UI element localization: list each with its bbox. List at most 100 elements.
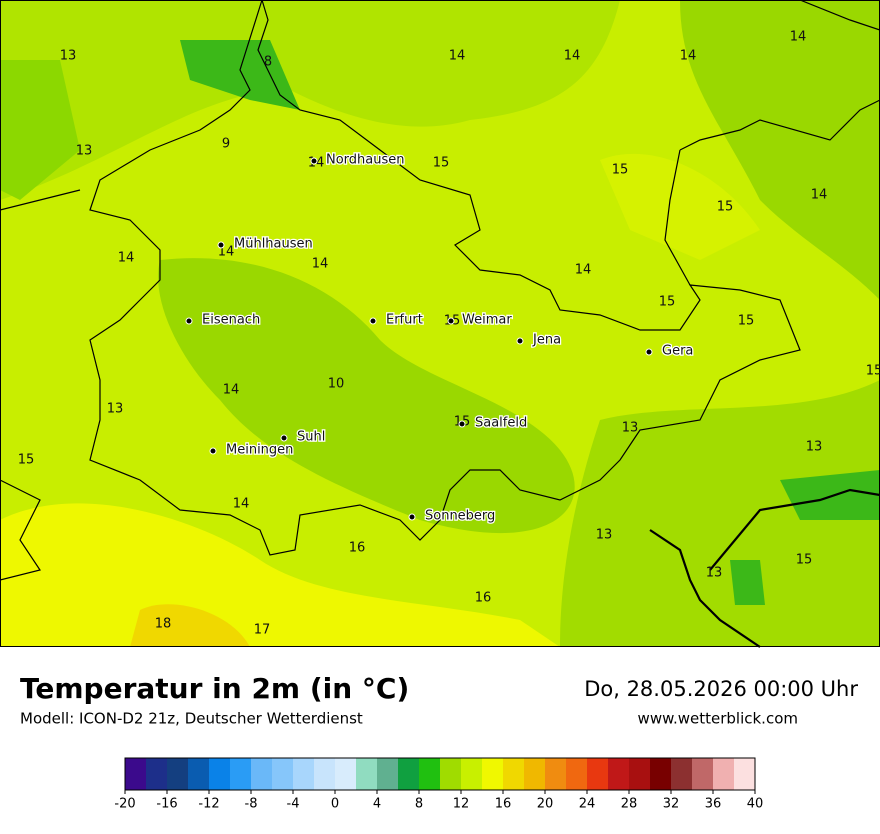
color-box bbox=[293, 758, 315, 790]
map-value: 9 bbox=[222, 137, 230, 152]
city-dot bbox=[447, 317, 455, 325]
tick-label: -20 bbox=[114, 797, 135, 812]
state-border bbox=[0, 479, 41, 581]
color-box bbox=[251, 758, 273, 790]
tick-label: 0 bbox=[331, 797, 339, 812]
map-value: 15 bbox=[717, 200, 734, 215]
map-value: 13 bbox=[107, 402, 124, 417]
terrain bbox=[130, 604, 250, 647]
terrain bbox=[158, 258, 575, 534]
color-box bbox=[335, 758, 357, 790]
colorbar: -20 -16 -12 -8 -4 0 4 8 12 16 20 24 28 32 36 40 bbox=[114, 757, 764, 812]
color-box bbox=[524, 758, 546, 790]
color-box bbox=[566, 758, 588, 790]
color-box bbox=[314, 758, 336, 790]
color-box bbox=[419, 758, 441, 790]
map-value: 15 bbox=[612, 163, 629, 178]
city-dot bbox=[185, 317, 193, 325]
title: Temperatur in 2m (in °C) bbox=[20, 672, 409, 705]
color-box bbox=[209, 758, 231, 790]
color-box bbox=[587, 758, 609, 790]
city-label: Saalfeld bbox=[475, 416, 527, 431]
city-dot bbox=[217, 241, 225, 249]
map-value: 14 bbox=[575, 263, 592, 278]
color-box bbox=[503, 758, 525, 790]
map-value: 15 bbox=[738, 314, 755, 329]
tick-label: 16 bbox=[495, 797, 512, 812]
color-box bbox=[356, 758, 378, 790]
tick-label: 28 bbox=[621, 797, 638, 812]
color-box bbox=[188, 758, 210, 790]
state-border bbox=[799, 0, 880, 31]
terrain bbox=[730, 560, 765, 605]
map-value: 15 bbox=[796, 553, 813, 568]
terrain bbox=[560, 380, 880, 647]
color-box bbox=[482, 758, 504, 790]
tick-label: 40 bbox=[747, 797, 764, 812]
tick-label: 32 bbox=[663, 797, 680, 812]
map-value: 13 bbox=[76, 144, 93, 159]
tick-label: -16 bbox=[156, 797, 177, 812]
subtitle: Modell: ICON-D2 21z, Deutscher Wetterdie… bbox=[20, 710, 363, 728]
terrain bbox=[180, 40, 300, 110]
color-box bbox=[608, 758, 630, 790]
cities: Nordhausen Mühlhausen Eisenach Erfurt Weimar… bbox=[185, 151, 695, 525]
color-box bbox=[167, 758, 189, 790]
map-value: 14 bbox=[790, 30, 807, 45]
tick-label: 24 bbox=[579, 797, 596, 812]
city-dot bbox=[408, 513, 416, 521]
city-label: Jena bbox=[532, 333, 561, 348]
city-dot bbox=[310, 157, 318, 165]
map-value: 13 bbox=[60, 49, 77, 64]
color-box bbox=[377, 758, 399, 790]
city-dot bbox=[645, 348, 653, 356]
map-value: 14 bbox=[680, 49, 697, 64]
tick-label: -4 bbox=[287, 797, 300, 812]
borders bbox=[0, 0, 880, 581]
color-box bbox=[146, 758, 168, 790]
map-value: 15 bbox=[18, 453, 35, 468]
city-label: Eisenach bbox=[202, 313, 260, 328]
map-value: 15 bbox=[659, 295, 676, 310]
city-dot bbox=[209, 447, 217, 455]
city-dot bbox=[369, 317, 377, 325]
map-value: 13 bbox=[806, 440, 823, 455]
city-dot bbox=[280, 434, 288, 442]
map-value: 14 bbox=[233, 497, 250, 512]
tick-label: 20 bbox=[537, 797, 554, 812]
map-value: 14 bbox=[312, 257, 329, 272]
map bbox=[0, 0, 880, 648]
tick-label: -12 bbox=[198, 797, 219, 812]
map-value: 8 bbox=[264, 55, 272, 70]
terrain bbox=[780, 470, 880, 520]
terrain bbox=[600, 153, 760, 260]
color-box bbox=[398, 758, 420, 790]
site: www.wetterblick.com bbox=[638, 710, 798, 728]
map-value: 14 bbox=[223, 383, 240, 398]
map-value: 13 bbox=[596, 528, 613, 543]
map-value: 14 bbox=[449, 49, 466, 64]
map-value: 13 bbox=[706, 566, 723, 581]
tick-label: -8 bbox=[245, 797, 258, 812]
city-label: Nordhausen bbox=[326, 153, 405, 168]
city-label: Meiningen bbox=[226, 443, 293, 458]
map-value: 16 bbox=[349, 541, 366, 556]
city-label: Sonneberg bbox=[425, 509, 495, 524]
color-box bbox=[125, 758, 147, 790]
colorbar-frame bbox=[124, 757, 756, 791]
map-value: 14 bbox=[118, 251, 135, 266]
city-dot bbox=[458, 420, 466, 428]
map-value: 14 bbox=[811, 188, 828, 203]
color-box bbox=[545, 758, 567, 790]
date: Do, 28.05.2026 00:00 Uhr bbox=[584, 677, 858, 701]
state-border bbox=[0, 189, 81, 211]
color-box bbox=[650, 758, 672, 790]
map-value: 14 bbox=[564, 49, 581, 64]
color-box bbox=[272, 758, 294, 790]
map-value: 13 bbox=[622, 421, 639, 436]
city-dot bbox=[516, 337, 524, 345]
terrain bbox=[680, 0, 880, 300]
color-box bbox=[671, 758, 693, 790]
color-box bbox=[692, 758, 714, 790]
